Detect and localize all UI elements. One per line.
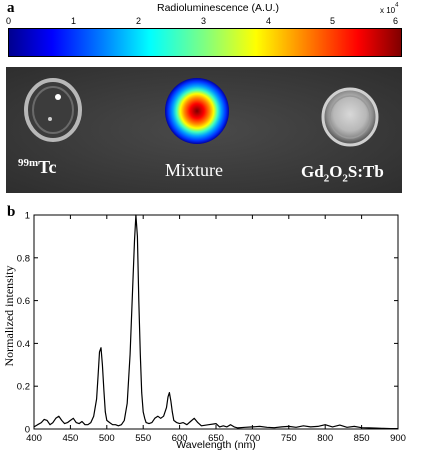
- x-tick-label: 700: [244, 433, 260, 444]
- label-gd2o2s-tb: Gd2O2S:Tb: [301, 162, 384, 184]
- x-tick-label: 850: [354, 433, 370, 444]
- spectrum-line: [33, 214, 398, 430]
- x-tick-label: 450: [62, 433, 78, 444]
- y-tick-label: 0: [25, 425, 30, 436]
- colorbar-tick-2: 2: [136, 16, 142, 26]
- plot-frame: [33, 214, 399, 430]
- mixture-glow: [165, 78, 229, 144]
- x-tick-label: 550: [135, 433, 151, 444]
- x-tick-label: 600: [172, 433, 188, 444]
- colorbar-exponent-base: x 10: [380, 6, 396, 15]
- label-o: O: [329, 162, 343, 181]
- colorbar-tick-labels: 0 1 2 3 4 5 6: [0, 16, 425, 28]
- colorbar: [8, 28, 402, 57]
- plot-ticks: [33, 214, 399, 430]
- colorbar-tick-6: 6: [393, 16, 399, 26]
- colorbar-tick-5: 5: [330, 16, 336, 26]
- y-axis-label: Normalized intensity: [2, 266, 16, 367]
- label-sub-2a: 2: [323, 172, 330, 185]
- y-tick-label: 1: [25, 211, 30, 222]
- vial-right-inner: [329, 95, 371, 139]
- plot-series: [33, 214, 398, 430]
- x-tick-label: 800: [317, 433, 333, 444]
- x-tick-label: 900: [390, 433, 406, 444]
- plot-tick-labels: 400 450 500 550 600 650 700 750 800 850 900 0 0.2 0.4…: [17, 211, 406, 445]
- x-tick-label: 750: [281, 433, 297, 444]
- plot-area-border: [33, 214, 399, 430]
- colorbar-tick-1: 1: [71, 16, 77, 26]
- colorbar-exponent: x 104: [380, 0, 398, 18]
- colorbar-tick-3: 3: [201, 16, 207, 26]
- spectrum-chart: 400 450 500 550 600 650 700 750 800 850 900 0 0.2 0.4…: [2, 211, 406, 452]
- label-sub-2b: 2: [342, 172, 348, 185]
- colorbar-tick-0: 0: [6, 16, 12, 26]
- panel-b-label: b: [7, 204, 16, 220]
- vial-left: [24, 78, 82, 142]
- vial-left-highlight: [55, 94, 61, 100]
- colorbar-tick-4: 4: [266, 16, 272, 26]
- vial-right: [321, 87, 379, 147]
- label-gd: Gd: [301, 162, 324, 181]
- y-tick-label: 0.8: [17, 253, 30, 264]
- x-tick-label: 650: [208, 433, 224, 444]
- x-tick-label: 500: [99, 433, 115, 444]
- y-tick-label: 0.2: [17, 382, 30, 393]
- label-99mtc-mass: 99m: [18, 157, 39, 169]
- x-tick-label: 400: [26, 433, 42, 444]
- y-tick-label: 0.4: [17, 339, 30, 350]
- x-axis-label: Wavelength (nm): [176, 439, 256, 451]
- vial-left-highlight-2: [48, 117, 52, 121]
- radioluminescence-image-svg: [6, 67, 402, 193]
- label-99mtc: 99mTc: [18, 157, 57, 178]
- label-mixture: Mixture: [165, 160, 223, 180]
- colorbar-title: Radioluminescence (A.U.): [157, 2, 279, 14]
- colorbar-exponent-power: 4: [395, 2, 399, 9]
- radioluminescence-image: 99mTc Mixture Gd2O2S:Tb: [6, 67, 402, 193]
- panel-a-label: a: [7, 0, 15, 16]
- y-tick-label: 0.6: [17, 296, 30, 307]
- vial-left-inner: [32, 86, 74, 134]
- label-99mtc-symbol: Tc: [38, 157, 57, 177]
- label-stb: S:Tb: [347, 162, 384, 181]
